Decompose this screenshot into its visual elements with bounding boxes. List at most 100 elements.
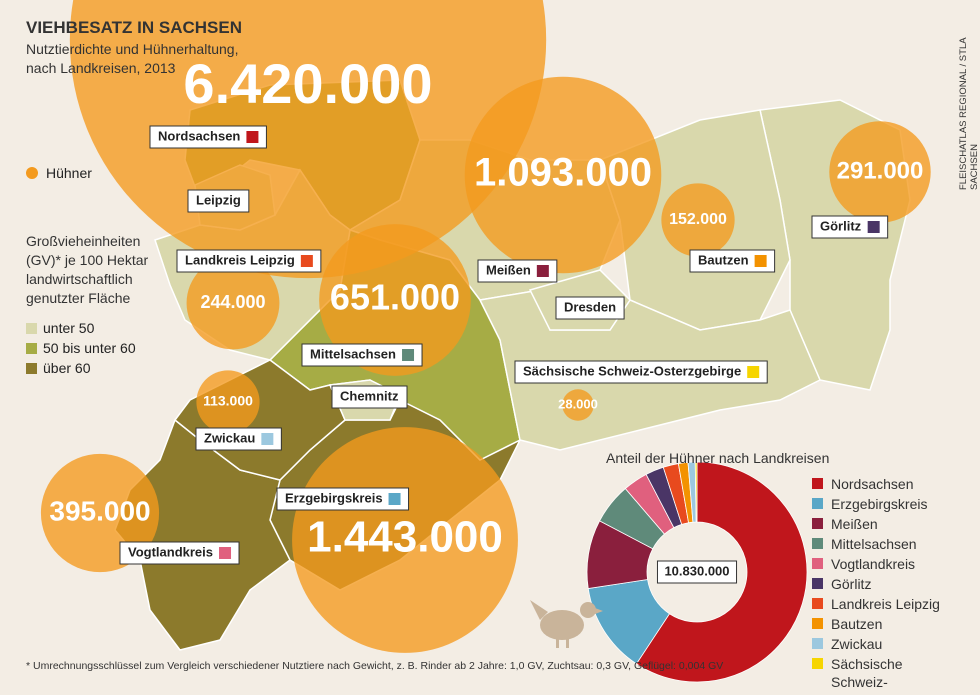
donut-title: Anteil der Hühner nach Landkreisen [606, 450, 830, 466]
bubble-label: 651.000 [330, 277, 460, 318]
label-box [176, 249, 322, 273]
label-swatch [747, 366, 760, 378]
label-text: Landkreis Leipzig [185, 252, 295, 267]
bubble-label: 1.093.000 [474, 151, 652, 195]
donut-legend-item: Sächsische Schweiz-Osterzgebirge [812, 655, 962, 695]
label-text: Sächsische Schweiz-Osterzgebirge [523, 363, 741, 378]
chicken-bubble [661, 183, 735, 257]
donut-legend-item: Mittelsachsen [812, 535, 962, 553]
legend-label: über 60 [43, 360, 91, 376]
legend-swatch [812, 638, 823, 649]
label-swatch [246, 131, 259, 143]
bubble-label: 152.000 [669, 211, 727, 228]
legend-label: Bautzen [831, 616, 883, 632]
density-legend-item: 50 bis unter 60 [26, 340, 136, 356]
donut-legend-item: Erzgebirgskreis [812, 495, 962, 513]
label-text: Erzgebirgskreis [285, 490, 383, 505]
label-box [331, 385, 408, 409]
chicken-bubble [196, 370, 260, 434]
legend-swatch [812, 538, 823, 549]
footnote: * Umrechnungsschlüssel zum Vergleich ver… [26, 660, 724, 672]
label-box [689, 249, 776, 273]
legend-label: Nordsachsen [831, 476, 914, 492]
name-label: Zwickau [195, 427, 282, 451]
chicken-bubble [464, 76, 662, 274]
name-label: Chemnitz [331, 385, 408, 409]
donut-legend-item: Bautzen [812, 615, 962, 633]
chicken-bubble [292, 427, 518, 653]
legend-label: Erzgebirgskreis [831, 496, 928, 512]
label-text: Görlitz [820, 218, 862, 233]
label-box [301, 343, 423, 367]
total-label: 10.830.000 [664, 563, 729, 578]
label-swatch [754, 255, 767, 267]
name-label: Nordsachsen [149, 125, 267, 149]
subtitle: Nutztierdichte und Hühnerhaltung, nach L… [26, 41, 239, 76]
label-text: Zwickau [204, 430, 255, 445]
label-swatch [388, 493, 401, 505]
name-label: Bautzen [689, 249, 776, 273]
donut-segment [635, 461, 808, 683]
density-legend-item: über 60 [26, 360, 90, 376]
label-box [514, 360, 768, 384]
name-label: Görlitz [811, 215, 889, 239]
legend-label: Zwickau [831, 636, 883, 652]
legend-label: Vogtlandkreis [831, 556, 916, 572]
legend-label: Meißen [831, 516, 878, 532]
density-legend-title: Großvieheinheiten (GV)* je 100 Hektar la… [26, 233, 149, 306]
label-text: Chemnitz [340, 388, 399, 403]
donut-legend-item: Zwickau [812, 635, 962, 653]
name-label: Erzgebirgskreis [276, 487, 410, 511]
bubble-label: 28.000 [558, 396, 598, 411]
label-swatch [536, 265, 549, 277]
chicken-bubble [186, 256, 280, 350]
name-label: Mittelsachsen [301, 343, 423, 367]
label-swatch [300, 255, 313, 267]
label-box [276, 487, 410, 511]
label-swatch [867, 221, 880, 233]
name-label: Meißen [477, 259, 558, 283]
name-label: Sächsische Schweiz-Osterzgebirge [514, 360, 768, 384]
legend-swatch [26, 362, 37, 374]
legend-swatch [812, 558, 823, 569]
chicken-bubble [829, 121, 931, 223]
total-box [656, 560, 738, 584]
legend-label: Sächsische Schweiz-Osterzgebirge [831, 656, 919, 695]
label-box [149, 125, 267, 149]
legend-swatch [812, 518, 823, 529]
label-box [187, 189, 250, 213]
label-text: Nordsachsen [158, 128, 240, 143]
legend-swatch [26, 322, 37, 334]
bubble-label: 1.443.000 [307, 513, 503, 562]
legend-label: 50 bis unter 60 [43, 340, 136, 356]
legend-swatch [26, 342, 37, 354]
density-legend-item: unter 50 [26, 320, 94, 336]
legend-label: Görlitz [831, 576, 872, 592]
label-text: Meißen [486, 262, 531, 277]
donut-legend-item: Görlitz [812, 575, 962, 593]
bubble-label: 291.000 [837, 157, 924, 184]
label-text: Vogtlandkreis [128, 544, 213, 559]
label-swatch [219, 547, 232, 559]
label-text: Bautzen [698, 252, 749, 267]
name-label: Dresden [555, 296, 625, 320]
bubble-label: 6.420.000 [183, 52, 432, 115]
legend-swatch [812, 598, 823, 609]
legend-swatch [812, 618, 823, 629]
label-swatch [402, 349, 415, 361]
legend-dot [26, 167, 38, 179]
label-box [119, 541, 240, 565]
chicken-icon [530, 600, 603, 648]
legend-swatch [812, 658, 823, 669]
legend-swatch [812, 498, 823, 509]
name-label: Leipzig [187, 189, 250, 213]
label-text: Leipzig [196, 192, 241, 207]
legend-label: Hühner [46, 165, 92, 181]
legend-label: unter 50 [43, 320, 95, 336]
bubble-label: 395.000 [49, 495, 150, 526]
donut-legend-item: Nordsachsen [812, 475, 962, 493]
chicken-bubble [319, 224, 471, 376]
label-box [555, 296, 625, 320]
